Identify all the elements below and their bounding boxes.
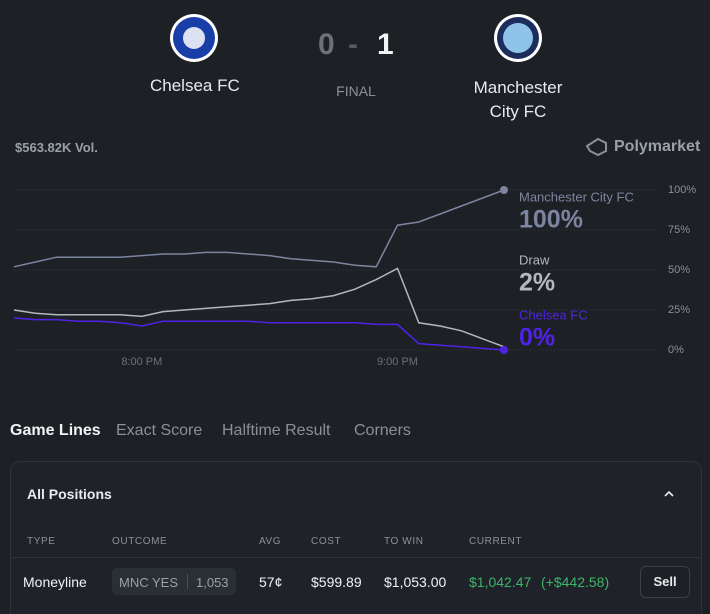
column-header: TYPE [27,536,56,547]
column-header: COST [311,536,342,547]
legend-value: 2% [519,269,555,297]
column-header: OUTCOME [112,536,168,547]
legend-name: Chelsea FC [519,307,588,322]
outcome: MNC YES [119,575,178,590]
shares: 1,053 [196,575,229,590]
cost: $599.89 [311,574,362,590]
city-logo-inner [503,23,533,53]
to-win: $1,053.00 [384,574,447,590]
series-line [13,267,505,348]
current: $1,042.47 [469,574,532,590]
away-team: Manchester City FC [473,78,563,121]
brand: Polymarket [614,138,701,155]
tab[interactable]: Exact Score [116,422,203,439]
tab[interactable]: Halftime Result [222,422,331,439]
legend-value: 100% [519,206,583,234]
volume: $563.82K Vol. [15,140,98,155]
tab[interactable]: Corners [354,422,411,439]
outcome-pill [112,568,236,595]
tab[interactable]: Game Lines [10,422,101,439]
series-line [13,189,505,268]
column-header: TO WIN [384,536,424,547]
legend-name: Draw [519,252,550,267]
legend-value: 0% [519,324,555,352]
polymarket-logo [585,137,607,157]
positions-title: All Positions [27,486,112,502]
column-header: CURRENT [469,536,523,547]
chelsea-logo-lion [183,27,205,49]
divider [11,557,701,558]
end-marker [500,346,508,354]
y-tick-label: 0% [668,344,684,356]
y-tick-label: 50% [668,264,690,276]
home-team: Chelsea FC [150,76,240,95]
collapse-icon[interactable] [662,487,676,501]
pill-divider [187,574,188,589]
legend-name: Manchester City FC [519,189,634,204]
avg: 57¢ [259,574,283,590]
match-status: FINAL [336,83,376,99]
change: (+$442.58) [541,574,610,590]
y-tick-label: 100% [668,184,696,196]
end-marker [500,186,508,194]
x-tick-label: 9:00 PM [377,356,418,368]
x-tick-label: 8:00 PM [121,356,162,368]
series-line [13,317,505,351]
y-tick-label: 25% [668,304,690,316]
column-header: AVG [259,536,282,547]
home-score: 0 [318,28,335,61]
score-separator: - [348,28,358,61]
position-type: Moneyline [23,574,87,590]
chart: 100%75%50%25%0%8:00 PM 9:00 PMManchester … [13,14,696,368]
y-tick-label: 75% [668,224,690,236]
sell-button[interactable]: Sell [640,566,690,598]
away-score: 1 [377,28,394,61]
